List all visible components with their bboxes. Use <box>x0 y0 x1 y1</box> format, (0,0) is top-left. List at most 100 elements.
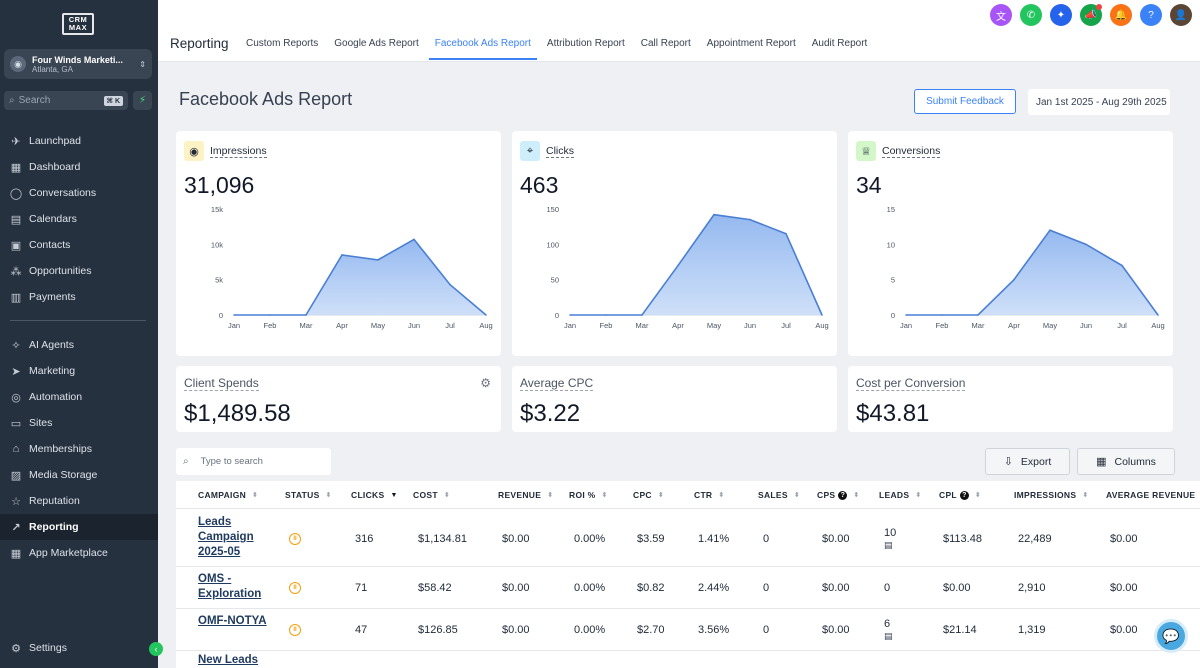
cost-value: $126.85 <box>418 624 458 636</box>
revenue-cell: $0.00 <box>502 567 530 609</box>
bell-icon[interactable]: 🔔 <box>1110 4 1132 26</box>
sort-icon[interactable]: ⬍ <box>547 492 554 499</box>
sales-cell: 0 <box>763 609 769 651</box>
sidebar-item-app-marketplace[interactable]: ▦ App Marketplace <box>0 540 158 566</box>
submit-feedback-button[interactable]: Submit Feedback <box>914 89 1016 114</box>
tab-facebook-ads-report[interactable]: Facebook Ads Report <box>428 28 537 60</box>
quick-action-bolt-icon[interactable]: ⚡ <box>133 91 152 110</box>
tab-google-ads-report[interactable]: Google Ads Report <box>334 37 419 49</box>
column-header-status[interactable]: STATUS ⬍ <box>285 481 332 509</box>
info-icon[interactable]: ? <box>838 490 848 500</box>
x-tick-label: Jan <box>900 321 912 330</box>
sort-icon[interactable]: ⬍ <box>443 492 450 499</box>
sidebar-item-automation[interactable]: ◎ Automation <box>0 384 158 410</box>
column-header-label: CAMPAIGN <box>198 490 247 500</box>
sales-cell: 0 <box>763 567 769 609</box>
sidebar-item-label: Memberships <box>29 443 93 455</box>
sidebar-item-label: Automation <box>29 391 83 403</box>
column-header-cost[interactable]: COST ⬍ <box>413 481 450 509</box>
sidebar-item-payments[interactable]: ▥ Payments <box>0 284 158 310</box>
nav-divider <box>10 320 146 321</box>
sidebar-item-ai-agents[interactable]: ✧ AI Agents <box>0 332 158 358</box>
sort-icon[interactable]: ⬍ <box>325 492 332 499</box>
sort-icon[interactable]: ⬍ <box>1082 492 1089 499</box>
collapse-sidebar-icon[interactable]: ‹ <box>149 642 163 656</box>
sidebar-item-settings[interactable]: ⚙ Settings <box>0 635 158 661</box>
sidebar-item-memberships[interactable]: ⌂ Memberships <box>0 436 158 462</box>
column-header-average-revenue[interactable]: AVERAGE REVENUE <box>1106 481 1195 509</box>
table-row: OMS - Exploration II 71 $58.42 $0.00 0.00% $0.… <box>176 567 1200 609</box>
column-header-cps[interactable]: CPS? ⬍ <box>817 481 860 509</box>
sidebar-item-dashboard[interactable]: ▦ Dashboard <box>0 154 158 180</box>
sidebar-item-media-storage[interactable]: ▨ Media Storage <box>0 462 158 488</box>
sort-icon[interactable]: ⬍ <box>853 492 860 499</box>
user-avatar[interactable]: 👤 <box>1170 4 1192 26</box>
campaign-link[interactable]: Leads Campaign 2025-05 <box>198 515 268 560</box>
chart-line <box>234 238 487 316</box>
help-icon[interactable]: ? <box>1140 4 1162 26</box>
column-header-cpl[interactable]: CPL? ⬍ <box>939 481 981 509</box>
sidebar-item-sites[interactable]: ▭ Sites <box>0 410 158 436</box>
translate-icon[interactable]: 文 <box>990 4 1012 26</box>
export-button[interactable]: ⇩ Export <box>985 448 1070 475</box>
sort-icon[interactable]: ⬍ <box>252 492 259 499</box>
sidebar-item-conversations[interactable]: ◯ Conversations <box>0 180 158 206</box>
table-row: Leads Campaign 2025-05 II 316 $1,134.81 $0.0… <box>176 510 1200 567</box>
tab-custom-reports[interactable]: Custom Reports <box>246 37 319 49</box>
column-header-revenue[interactable]: REVENUE ⬍ <box>498 481 553 509</box>
y-tick-label: 15k <box>211 205 223 214</box>
column-header-impressions[interactable]: IMPRESSIONS ⬍ <box>1014 481 1089 509</box>
rocket-icon: ✈ <box>11 135 21 148</box>
metric-label: Conversions <box>882 144 941 158</box>
crm-max-logo[interactable]: CRM MAX <box>62 13 94 35</box>
table-search-input[interactable]: ⌕ Type to search <box>176 448 331 475</box>
sidebar-item-marketing[interactable]: ➤ Marketing <box>0 358 158 384</box>
clicks-cell: 316 <box>355 510 373 567</box>
column-header-campaign[interactable]: CAMPAIGN ⬍ <box>198 481 258 509</box>
impressions-value: 2,910 <box>1018 582 1046 594</box>
tab-audit-report[interactable]: Audit Report <box>811 37 868 49</box>
sort-desc-icon[interactable]: ▼ <box>390 491 398 499</box>
campaign-link[interactable]: New Leads <box>198 653 268 668</box>
sort-icon[interactable]: ⬍ <box>718 492 725 499</box>
tab-call-report[interactable]: Call Report <box>640 37 691 49</box>
sidebar-item-opportunities[interactable]: ⁂ Opportunities <box>0 258 158 284</box>
sort-icon[interactable]: ⬍ <box>974 492 982 499</box>
column-header-leads[interactable]: LEADS ⬍ <box>879 481 921 509</box>
sidebar-item-reporting[interactable]: ↗ Reporting <box>0 514 158 540</box>
form-icon[interactable]: ▤ <box>884 539 893 550</box>
tab-appointment-report[interactable]: Appointment Report <box>706 37 796 49</box>
sidebar-item-contacts[interactable]: ▣ Contacts <box>0 232 158 258</box>
sort-icon[interactable]: ⬍ <box>601 492 608 499</box>
x-tick-label: May <box>707 321 721 330</box>
chart-area <box>234 239 486 315</box>
gear-icon[interactable]: ⚙ <box>480 376 491 390</box>
chat-widget-icon[interactable]: 💬 <box>1154 619 1188 653</box>
impressions-cell: 2,910 <box>1018 567 1046 609</box>
column-header-clicks[interactable]: CLICKS ▼ <box>351 481 398 509</box>
form-icon[interactable]: ▤ <box>884 631 893 641</box>
sort-icon[interactable]: ⬍ <box>793 492 801 499</box>
revenue-cell: $0.00 <box>502 609 530 651</box>
column-header-ctr[interactable]: CTR ⬍ <box>694 481 725 509</box>
column-header-roi-[interactable]: ROI % ⬍ <box>569 481 608 509</box>
megaphone-icon[interactable]: 📣 <box>1080 4 1102 26</box>
columns-button[interactable]: ▦ Columns <box>1077 448 1175 475</box>
info-icon[interactable]: ? <box>959 490 969 500</box>
sidebar-search[interactable]: ⌕ Search ⌘ K <box>4 91 128 110</box>
sidebar-item-launchpad[interactable]: ✈ Launchpad <box>0 128 158 154</box>
column-header-cpc[interactable]: CPC ⬍ <box>633 481 664 509</box>
sort-icon[interactable]: ⬍ <box>915 492 922 499</box>
sidebar-item-reputation[interactable]: ☆ Reputation <box>0 488 158 514</box>
date-range-picker[interactable]: Jan 1st 2025 - Aug 29th 2025 <box>1028 89 1170 115</box>
tab-attribution-report[interactable]: Attribution Report <box>546 37 625 49</box>
location-switcher[interactable]: ◉ Four Winds Marketi... Atlanta, GA ⇕ <box>4 49 152 79</box>
phone-icon[interactable]: ✆ <box>1020 4 1042 26</box>
chart-line <box>906 229 1159 316</box>
magic-wand-icon[interactable]: ✦ <box>1050 4 1072 26</box>
campaign-link[interactable]: OMF-NOTYA <box>198 614 268 629</box>
sort-icon[interactable]: ⬍ <box>657 492 665 499</box>
sidebar-item-calendars[interactable]: ▤ Calendars <box>0 206 158 232</box>
campaign-link[interactable]: OMS - Exploration <box>198 572 268 602</box>
column-header-sales[interactable]: SALES ⬍ <box>758 481 800 509</box>
